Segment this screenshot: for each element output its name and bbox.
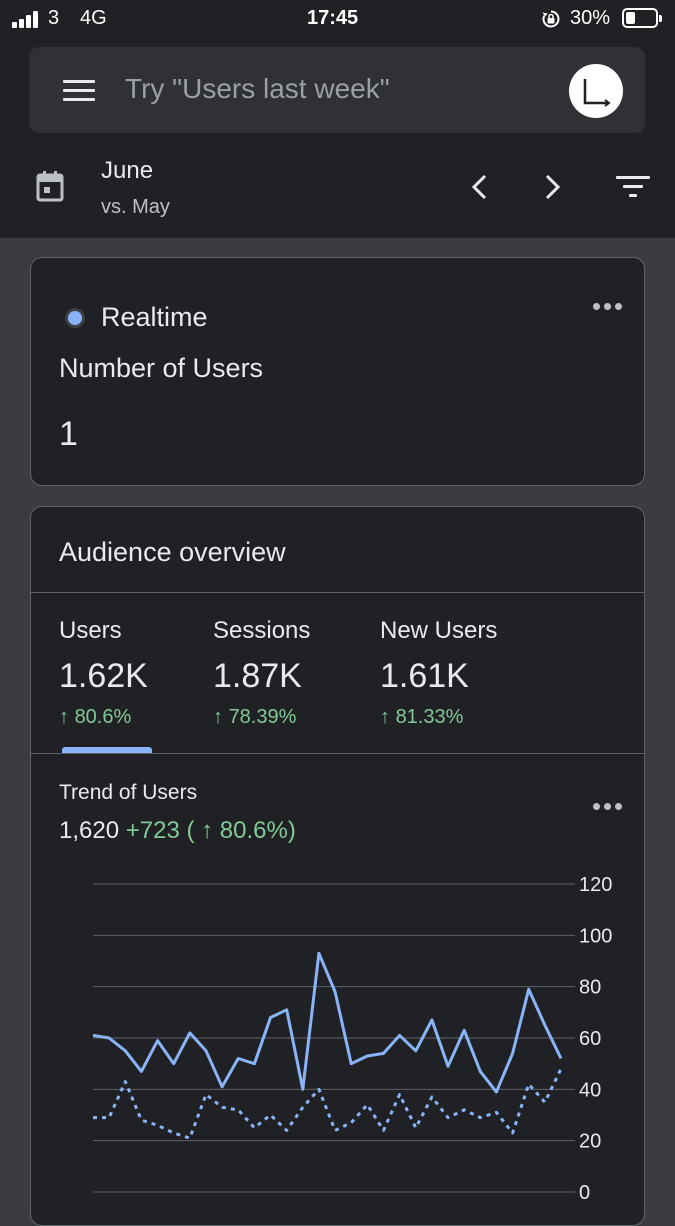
- trend-more-options-icon[interactable]: [593, 803, 623, 811]
- trend-delta: +723: [125, 817, 180, 844]
- realtime-card[interactable]: Realtime Number of Users 1: [30, 257, 645, 486]
- divider: [31, 753, 644, 754]
- battery-percent: 30%: [570, 7, 611, 29]
- realtime-title: Realtime: [101, 302, 208, 332]
- y-tick-label: 100: [579, 925, 612, 947]
- top-bar: 3 4G 17:45 30% Try "Users last week": [0, 0, 675, 238]
- metric-change: ↑ 80.6%: [59, 706, 132, 728]
- trend-total: 1,620: [59, 817, 120, 844]
- search-bar[interactable]: Try "Users last week": [29, 47, 645, 133]
- network-label: 4G: [80, 7, 107, 29]
- divider: [31, 592, 644, 593]
- current-series-line: [92, 951, 563, 1094]
- audience-overview-title: Audience overview: [59, 537, 286, 567]
- trend-chart: 0 20 40 60 80 100 120: [92, 874, 612, 1203]
- carrier-label: 3: [48, 7, 60, 29]
- signal-icon: [12, 10, 44, 28]
- y-tick-label: 40: [579, 1079, 601, 1101]
- metric-label: Sessions: [213, 617, 311, 644]
- audience-overview-card: Audience overview Users 1.62K ↑ 80.6% Se…: [30, 506, 645, 1226]
- y-tick-label: 20: [579, 1131, 601, 1153]
- date-range-comparison[interactable]: vs. May: [101, 196, 170, 218]
- metric-value: 1.62K: [59, 657, 148, 695]
- chevron-right-icon[interactable]: [540, 172, 564, 202]
- metric-label: New Users: [380, 617, 498, 644]
- metric-value: 1.87K: [213, 657, 302, 695]
- search-input[interactable]: Try "Users last week": [125, 73, 390, 104]
- metric-tab-new-users[interactable]: New Users 1.61K ↑ 81.33%: [380, 617, 497, 729]
- trend-title: Trend of Users: [59, 781, 198, 804]
- realtime-metric-label: Number of Users: [59, 353, 264, 383]
- realtime-indicator-icon: [65, 308, 85, 328]
- comparison-series-line: [93, 1068, 563, 1140]
- more-options-icon[interactable]: [593, 303, 623, 311]
- calendar-icon[interactable]: [36, 170, 64, 202]
- rotation-lock-icon: [542, 10, 560, 28]
- metric-change: ↑ 81.33%: [380, 706, 464, 728]
- realtime-metric-value: 1: [59, 415, 78, 453]
- clock: 17:45: [307, 7, 359, 29]
- trend-delta-percent: ( ↑ 80.6%): [186, 817, 296, 844]
- trend-summary: 1,620 +723 ( ↑ 80.6%): [59, 817, 296, 845]
- date-range-primary[interactable]: June: [101, 157, 154, 184]
- metric-change: ↑ 78.39%: [213, 706, 297, 728]
- analytics-logo-icon[interactable]: [569, 64, 623, 118]
- filter-icon[interactable]: [616, 176, 650, 200]
- y-tick-label: 0: [579, 1182, 590, 1203]
- status-bar: 3 4G 17:45 30%: [0, 0, 675, 40]
- menu-icon[interactable]: [63, 80, 95, 102]
- metric-label: Users: [59, 617, 122, 644]
- y-tick-label: 60: [579, 1028, 601, 1050]
- metric-value: 1.61K: [380, 657, 469, 695]
- y-tick-label: 120: [579, 874, 612, 896]
- battery-icon: [622, 8, 662, 28]
- y-tick-label: 80: [579, 977, 601, 999]
- chevron-left-icon[interactable]: [468, 172, 492, 202]
- selected-tab-indicator: [62, 747, 152, 753]
- metric-tab-users[interactable]: Users 1.62K ↑ 80.6%: [59, 617, 148, 729]
- metric-tab-sessions[interactable]: Sessions 1.87K ↑ 78.39%: [213, 617, 310, 729]
